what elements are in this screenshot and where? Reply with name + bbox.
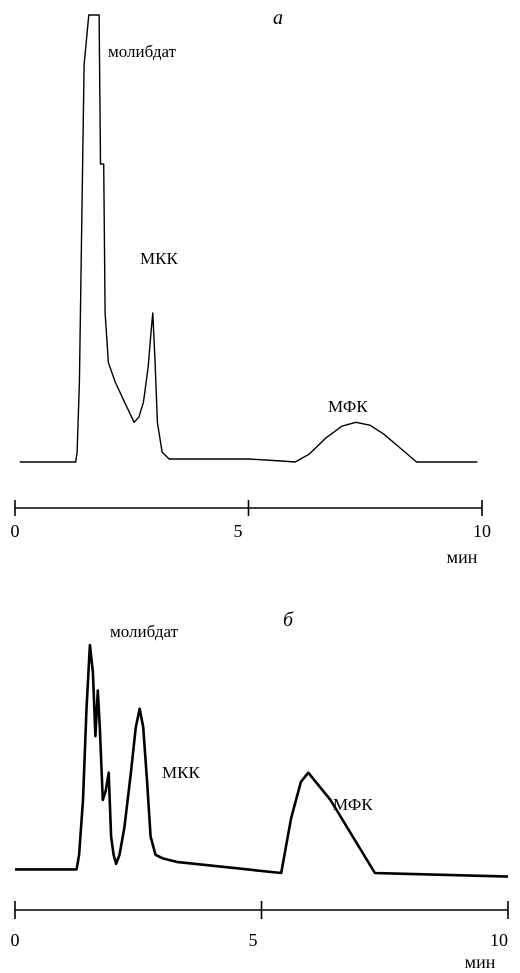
panel-a-label: а (273, 7, 283, 29)
panel-b-x-axis (14, 901, 509, 919)
panel-a-peak-label-molybdate: молибдат (108, 42, 177, 61)
panel-b-trace (15, 643, 509, 878)
panel-a-tick-label-0: 0 (11, 521, 20, 541)
panel-b: б молибдат МКК МФК 0 5 10 мин (11, 609, 509, 972)
panel-a-tick-label-10: 10 (473, 521, 491, 541)
panel-b-x-axis-unit: мин (465, 952, 496, 972)
panel-b-tick-label-10: 10 (490, 930, 508, 950)
panel-a-tick-label-5: 5 (234, 521, 243, 541)
panel-a: а молибдат МКК МФК 0 5 10 мин (11, 7, 492, 567)
panel-a-trace (19, 14, 478, 463)
panel-a-x-axis (14, 500, 483, 516)
panel-b-peak-label-molybdate: молибдат (110, 622, 179, 641)
panel-b-tick-label-5: 5 (249, 930, 258, 950)
panel-b-tick-label-0: 0 (11, 930, 20, 950)
panel-b-peak-label-mkk: МКК (162, 763, 200, 782)
panel-a-peak-label-mkk: МКК (140, 249, 178, 268)
panel-a-peak-label-mfk: МФК (328, 397, 368, 416)
panel-b-label: б (283, 609, 294, 631)
panel-a-x-axis-unit: мин (447, 547, 478, 567)
panel-b-peak-label-mfk: МФК (333, 795, 373, 814)
